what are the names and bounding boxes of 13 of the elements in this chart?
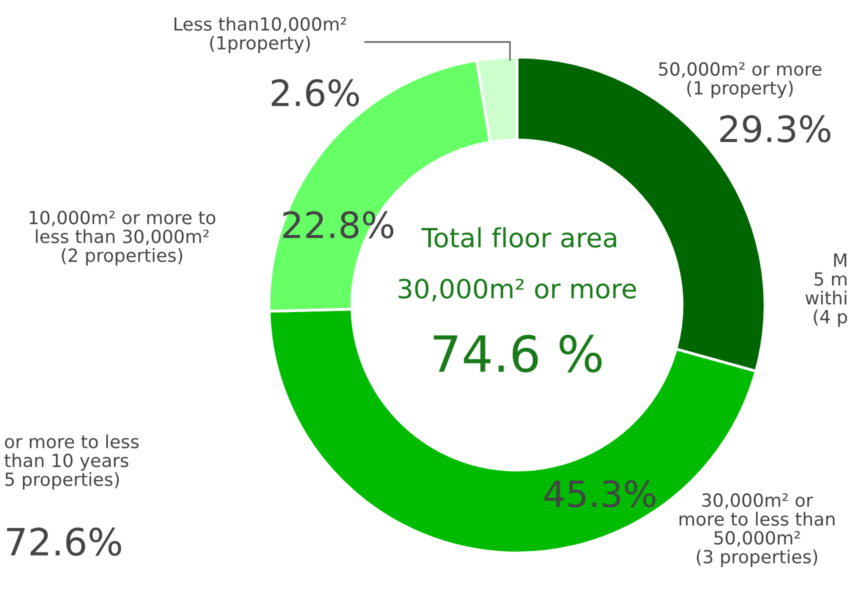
data-label: 2.6% <box>272 79 359 106</box>
text: 30,000m² or more <box>398 278 636 302</box>
text: 72.6% <box>7 528 122 556</box>
text: Total floor area <box>421 227 616 248</box>
slice-label: 50,000m² or more (1 property) <box>659 62 822 98</box>
text: M 5 m withi (4 p <box>805 254 848 328</box>
text: 74.6 % <box>434 334 602 373</box>
data-label: 45.3% <box>544 480 656 508</box>
text: or more to less than 10 years 5 properties) <box>4 434 139 490</box>
slice-label: 30,000m² or more to less than 50,000m² (3 properties) <box>680 493 835 568</box>
data-label: 29.3% <box>720 115 830 142</box>
slice-label: Less than10,000m² (1property) <box>174 16 346 54</box>
slice-label: 10,000m² or more to less than 30,000m² (2 properties) <box>30 210 216 266</box>
